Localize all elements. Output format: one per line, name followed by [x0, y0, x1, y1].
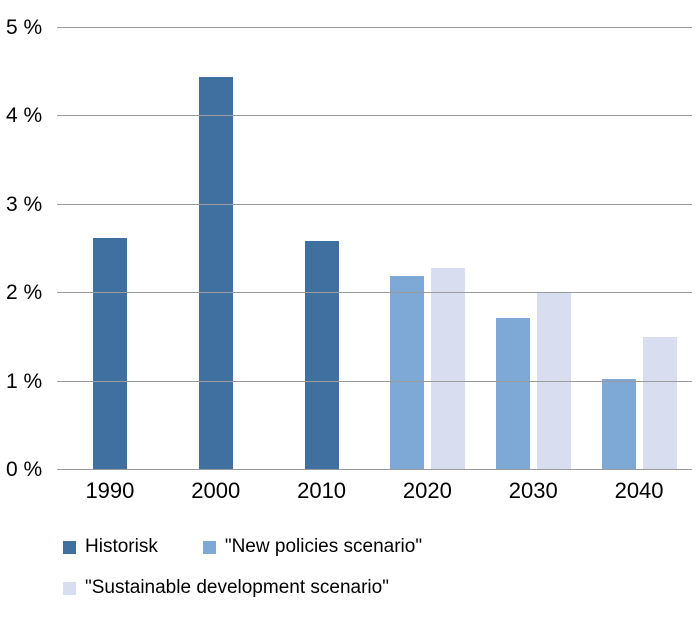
bar-2010 [304, 241, 339, 470]
gridline [57, 469, 692, 470]
legend-item: "Sustainable development scenario" [63, 577, 389, 599]
category-slot-2030 [480, 28, 586, 470]
bar-2030 [495, 317, 530, 470]
bar-1990 [92, 238, 127, 470]
legend-swatch-icon [63, 540, 76, 554]
y-tick-label: 0 % [6, 458, 43, 481]
legend-item: Historisk [63, 536, 158, 558]
legend-label: Historisk [85, 536, 158, 557]
category-slot-2000 [163, 28, 269, 470]
x-tick-label: 2030 [508, 478, 558, 503]
legend-swatch-icon [202, 540, 216, 554]
legend-row-2: "Sustainable development scenario" [63, 577, 389, 599]
category-slot-2040 [586, 28, 692, 470]
gridline [57, 203, 692, 205]
y-tick-label: 2 % [6, 281, 43, 305]
legend-row-1: Historisk "New policies scenario" [63, 536, 422, 558]
y-tick-label: 1 % [6, 369, 43, 393]
bar-2020 [389, 276, 424, 470]
bars-row [57, 28, 692, 470]
legend-swatch-icon [63, 581, 76, 595]
bar-2020 [430, 268, 465, 470]
y-tick-label: 3 % [6, 192, 43, 216]
plot-area [57, 27, 692, 470]
gridline [57, 292, 692, 294]
x-tick-label: 2000 [191, 478, 241, 503]
y-tick-label: 5 % [6, 16, 43, 39]
x-tick-label: 2010 [297, 478, 347, 503]
x-tick-label: 2020 [402, 478, 452, 503]
legend-label: "Sustainable development scenario" [85, 577, 389, 598]
category-slot-1990 [57, 28, 163, 470]
category-slot-2010 [269, 28, 375, 470]
bar-2000 [198, 76, 233, 470]
x-axis-labels: 1990 2000 2010 2020 2030 2040 [57, 478, 692, 504]
bar-2040 [642, 337, 677, 470]
legend-item: "New policies scenario" [202, 536, 423, 558]
gridline [57, 27, 692, 28]
gridline [57, 380, 692, 382]
legend-label: "New policies scenario" [224, 536, 423, 557]
gridline [57, 115, 692, 117]
category-slot-2020 [374, 28, 480, 470]
y-tick-label: 4 % [6, 104, 43, 128]
x-tick-label: 2040 [614, 478, 664, 503]
bar-2040 [601, 378, 636, 470]
x-tick-label: 1990 [85, 478, 135, 503]
